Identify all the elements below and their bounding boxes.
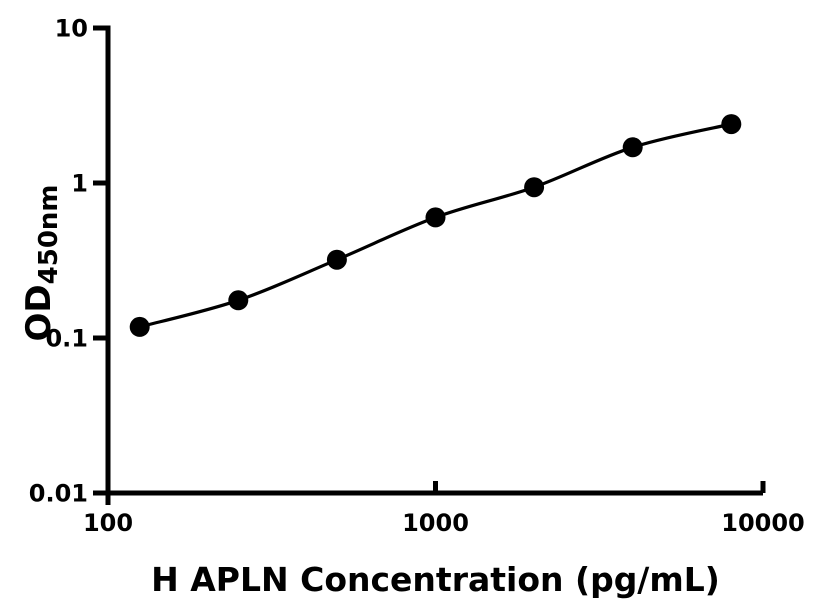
data-point-marker <box>425 207 446 228</box>
x-tick-label: 10000 <box>721 509 805 537</box>
y-tick-label: 0.1 <box>45 325 88 353</box>
y-axis-title: OD450nm <box>19 184 64 341</box>
data-point-marker <box>622 137 643 158</box>
y-tick-label: 1 <box>71 170 88 198</box>
data-point-marker <box>326 249 347 270</box>
y-tick-label: 0.01 <box>29 480 88 508</box>
data-point-marker <box>129 316 150 337</box>
y-axis-title-main: OD <box>19 284 59 341</box>
y-axis-title-subscript: 450nm <box>34 184 64 284</box>
y-tick-label: 10 <box>55 15 88 43</box>
data-point-marker <box>228 290 249 311</box>
x-tick-label: 100 <box>83 509 133 537</box>
x-tick-label: 1000 <box>402 509 469 537</box>
x-axis-title: H APLN Concentration (pg/mL) <box>151 560 720 599</box>
data-point-marker <box>524 177 545 198</box>
data-point-marker <box>721 114 742 135</box>
